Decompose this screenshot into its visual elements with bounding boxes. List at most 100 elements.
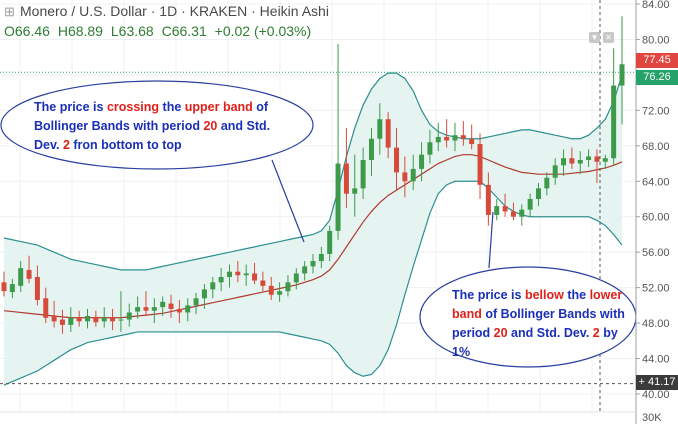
candle — [285, 275, 291, 297]
candle-body — [235, 271, 241, 276]
candle-body — [444, 136, 450, 141]
candle-body — [168, 303, 174, 309]
candle — [85, 308, 91, 329]
candle-body — [394, 147, 400, 173]
overlays — [0, 0, 637, 412]
candle-body — [51, 316, 57, 322]
candle — [302, 261, 308, 281]
candle — [561, 149, 567, 176]
candle — [435, 122, 441, 152]
tick-label: 64.00 — [642, 176, 670, 188]
candle — [101, 307, 107, 328]
candle — [510, 202, 516, 221]
candle-body — [594, 156, 600, 162]
candle — [577, 151, 583, 175]
candle-body — [68, 317, 74, 325]
chart-title: ⊞ Monero / U.S. Dollar · 1D · KRAKEN · He… — [4, 3, 329, 19]
price-tag-crosshair: +41.17 — [636, 375, 678, 390]
candle — [318, 246, 324, 269]
tick-label: 56.00 — [642, 247, 670, 259]
candle — [68, 307, 74, 332]
candle-body — [93, 316, 99, 323]
candle — [410, 154, 416, 191]
candle-body — [26, 269, 32, 279]
candle — [402, 156, 408, 198]
tick-label: 52.00 — [642, 283, 670, 295]
candle-body — [368, 138, 374, 160]
candle-body — [569, 158, 575, 164]
candle — [252, 262, 258, 285]
candle — [377, 103, 383, 155]
candle — [26, 255, 32, 284]
candle — [193, 292, 199, 315]
candle-body — [477, 144, 483, 185]
tick-label: 60.00 — [642, 212, 670, 224]
candle — [419, 142, 425, 182]
candle-body — [310, 261, 316, 267]
band-fill — [4, 73, 622, 386]
candle — [586, 149, 592, 168]
chart-style[interactable]: Heikin Ashi — [259, 3, 329, 19]
candle — [569, 147, 575, 169]
candle-body — [143, 307, 149, 311]
candle — [268, 277, 274, 301]
candle — [394, 128, 400, 191]
candle-body — [535, 188, 541, 199]
candle — [118, 291, 124, 332]
tick-label: 68.00 — [642, 141, 670, 153]
candle-body — [427, 142, 433, 155]
candle — [360, 147, 366, 199]
candle — [552, 158, 558, 185]
lower-band-line — [3, 180, 623, 386]
candles — [1, 16, 625, 334]
candle — [444, 119, 450, 148]
candle — [218, 268, 224, 292]
candle-body — [469, 138, 475, 145]
candle — [243, 264, 249, 286]
ohlc-readout: O66.46 H68.89 L63.68 C66.31 +0.02 (+0.03… — [4, 23, 315, 39]
candle-body — [226, 271, 232, 277]
candle-body — [193, 298, 199, 306]
candle-body — [118, 319, 124, 321]
candle — [9, 278, 15, 299]
candle — [519, 204, 525, 226]
close-icon[interactable]: ✕ — [603, 32, 614, 43]
tick-label: 84.00 — [642, 0, 670, 11]
candle — [527, 193, 533, 217]
candle-body — [126, 312, 132, 320]
interval[interactable]: 1D — [159, 3, 178, 19]
candle — [135, 296, 141, 319]
candle-body — [318, 253, 324, 262]
price-tag-current: 76.26 — [636, 70, 678, 85]
candle-body — [619, 64, 625, 86]
candle-body — [327, 230, 333, 254]
candle-body — [561, 158, 567, 166]
open-value: O66.46 — [4, 23, 50, 39]
candle — [368, 128, 374, 176]
candle-body — [377, 119, 383, 139]
candle — [151, 298, 157, 324]
chevron-down-icon[interactable]: ▼ — [589, 32, 600, 43]
tick-label: 72.00 — [642, 105, 670, 117]
candle-body — [410, 168, 416, 182]
annotation-upper-band: The price is crossing the upper band of … — [34, 100, 271, 152]
candle-body — [385, 119, 391, 148]
candle-body — [577, 160, 583, 164]
candle-body — [18, 268, 24, 286]
candle-body — [494, 206, 500, 215]
crosshair-plus-icon[interactable]: ⊞ — [4, 4, 15, 19]
candle-body — [485, 184, 491, 215]
candle-body — [218, 277, 224, 283]
candle — [385, 112, 391, 159]
candle-body — [135, 307, 141, 312]
candle-body — [34, 277, 40, 301]
candle — [168, 294, 174, 318]
candle-body — [419, 154, 425, 169]
candle-body — [502, 206, 508, 212]
tick-label: 80.00 — [642, 34, 670, 46]
candle — [535, 183, 541, 207]
candle — [460, 121, 466, 146]
candle-body — [360, 160, 366, 189]
candle — [235, 261, 241, 283]
